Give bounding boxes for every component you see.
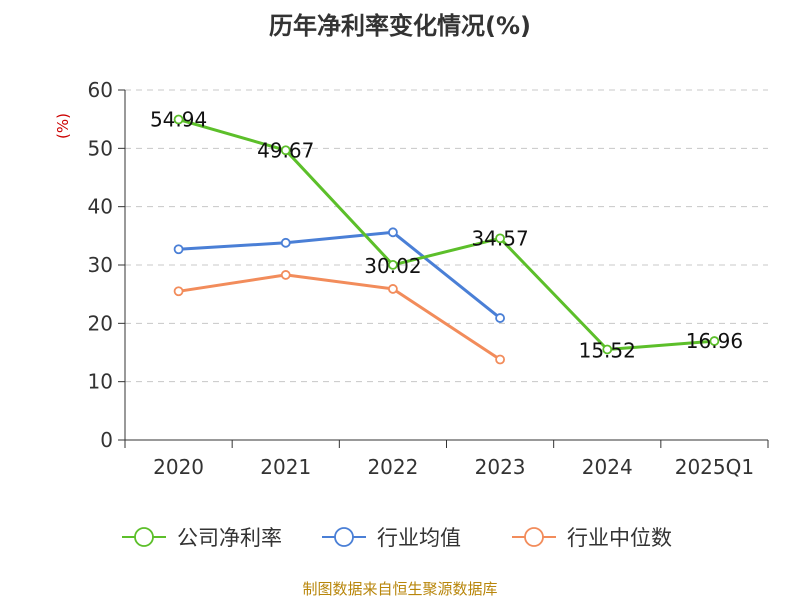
y-tick-label: 40 [88,195,113,219]
data-point [495,233,505,244]
data-point [495,354,505,365]
data-label: 15.52 [579,338,636,362]
legend-item[interactable]: 公司净利率 [122,526,282,550]
data-point [280,145,291,156]
data-label: 16.96 [686,329,743,353]
data-point [388,259,398,270]
series-line [178,273,501,361]
x-tick-label: 2022 [367,455,418,479]
chart-title: 历年净利率变化情况(%) [269,12,531,40]
y-tick-label: 20 [88,311,113,335]
data-label: 30.02 [364,254,421,278]
y-tick-label: 50 [88,136,113,160]
axes: 0 10 20 30 40 50 60 2020 2021 2022 2023 2024 2025Q1 [88,78,769,479]
data-point [280,237,291,248]
legend-label: 行业均值 [377,526,461,550]
x-tick-label: 2021 [260,455,311,479]
legend-label: 公司净利率 [177,526,282,550]
legend: 公司净利率 行业均值 行业中位数 [122,526,672,550]
data-point [388,227,398,238]
y-tick-label: 10 [88,370,113,394]
series-line [178,230,502,320]
data-labels: 54.94 49.67 30.02 34.57 15.52 16.96 [150,108,743,363]
series-lines [173,114,720,365]
y-tick-label: 30 [88,253,113,277]
y-axis-unit: (%) [54,113,72,139]
x-tick-label: 2024 [582,455,633,479]
data-point [173,286,184,297]
data-point [602,344,613,355]
data-point [173,244,184,255]
legend-swatch-marker [524,527,544,547]
data-point [280,270,291,280]
legend-item[interactable]: 行业中位数 [512,526,672,550]
data-label: 49.67 [257,138,314,162]
grid-lines [125,89,768,383]
legend-swatch-marker [134,527,154,547]
x-tick-label: 2023 [475,455,526,479]
y-tick-label: 60 [88,78,113,102]
x-tick-label: 2025Q1 [675,455,754,479]
data-point [709,336,720,346]
legend-label: 行业中位数 [567,526,672,550]
legend-swatch-marker [334,527,354,547]
data-label: 54.94 [150,108,207,132]
y-tick-label: 0 [100,428,113,452]
data-point [495,313,505,323]
data-point [173,114,184,125]
data-label: 34.57 [471,226,528,250]
data-point [388,284,398,294]
legend-item[interactable]: 行业均值 [322,526,461,550]
x-tick-label: 2020 [153,455,204,479]
source-note: 制图数据来自恒生聚源数据库 [302,580,497,598]
series-line [178,118,715,351]
